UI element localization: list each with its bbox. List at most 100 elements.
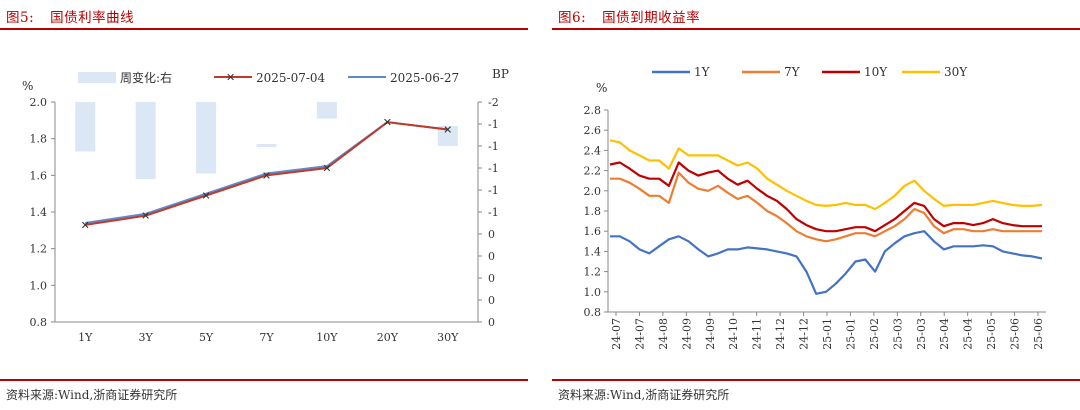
right-chart-y-tick-label: 1.8 [584,205,602,218]
right-chart-y-tick-label: 1.6 [584,225,602,238]
right-y-tick-label: 0 [488,272,495,285]
right-chart-y-tick-label: 1.2 [584,266,602,279]
right-chart-x-tick-label: 24-07 [633,318,646,350]
figure-5-title: 图5: 国债利率曲线 [6,6,134,26]
right-chart-y-tick-label: 2.0 [584,185,602,198]
right-chart-y-tick-label: 0.8 [584,306,602,319]
figure-5-panel: 图5: 国债利率曲线 ✕ ✕ ✕ ✕ ✕ ✕ ✕ 0.8 1.0 1.2 1.4 1.6 1.8 2.0 -… [0,0,528,410]
x-tick-label: 10Y [316,331,338,344]
right-chart-x-tick-label: 25-01 [821,318,834,350]
right-y-tick-label: -1 [488,118,499,131]
legend-bar-label: 周变化:右 [120,70,172,85]
figure-6-source: 资料来源:Wind,浙商证券研究所 [558,388,730,402]
left-y-tick-label: 2.0 [30,96,48,109]
right-chart-x-tick-label: 24-11 [751,318,764,350]
yield-line-7Y [610,171,1042,243]
left-y-tick-label: 0.8 [30,316,48,329]
right-chart-x-tick-label: 24-12 [798,318,811,350]
right-chart-x-tick-label: 24-08 [657,318,670,350]
legend-line1-marker: ✕ [226,71,235,84]
right-y-tick-label: 0 [488,316,495,329]
right-chart-x-tick-label: 25-06 [1009,318,1022,350]
right-chart-x-tick-label: 25-05 [985,318,998,350]
x-tick-label: 30Y [437,331,459,344]
legend-bar-swatch [78,72,116,83]
right-y-tick-label: -2 [488,96,499,109]
right-y-tick-label: -1 [488,184,499,197]
curve-point-marker: ✕ [141,210,150,223]
yield-line-10Y [609,161,1042,233]
curve-point-marker: ✕ [443,124,452,137]
figure-5-number: 图5: [6,10,35,26]
left-y-tick-label: 1.6 [30,169,48,182]
weekly-change-bar [135,102,156,179]
right-chart-x-tick-label: 24-12 [774,318,787,350]
yield-curve-chart: ✕ ✕ ✕ ✕ ✕ ✕ ✕ 0.8 1.0 1.2 1.4 1.6 1.8 2.0 -2 -1 -1 -1 -1 -… [22,67,509,344]
x-tick-label: 5Y [199,331,214,344]
x-tick-label: 3Y [139,331,154,344]
weekly-change-bar [437,126,458,146]
x-tick-label: 7Y [259,331,274,344]
legend-label-7Y: 7Y [784,65,801,79]
legend-line2-label: 2025-06-27 [390,71,459,85]
x-tick-label: 1Y [78,331,93,344]
yield-line-1Y [610,230,1043,295]
treasury-yield-chart: 0.8 1.0 1.2 1.4 1.6 1.8 2.0 2.2 2.4 2.6 2.8 24-07 24… [584,65,1046,350]
figure-6-bottom-rule [552,379,1080,381]
right-chart-y-tick-label: 2.8 [584,104,602,117]
x-tick-label: 20Y [377,331,399,344]
right-chart-x-tick-label: 25-01 [844,318,857,350]
left-y-unit: % [22,79,33,93]
figure-6-title-text: 国债到期收益率 [602,10,701,26]
yield-line-30Y [609,139,1043,211]
right-y-unit: BP [492,67,509,81]
right-chart-y-unit: % [596,81,607,95]
left-y-tick-label: 1.8 [30,133,48,146]
left-y-tick-label: 1.0 [30,279,48,292]
legend-label-30Y: 30Y [944,65,968,79]
weekly-change-bar [316,102,337,119]
right-chart-x-tick-label: 24-10 [727,318,740,350]
figure-5-source: 资料来源:Wind,浙商证券研究所 [6,388,178,402]
left-y-tick-label: 1.2 [30,243,48,256]
left-y-tick-label: 1.4 [30,206,48,219]
legend-label-1Y: 1Y [694,65,711,79]
figure-5-top-rule [0,28,528,30]
weekly-change-bar [196,102,217,174]
right-chart-y-tick-label: 2.2 [584,165,602,178]
right-chart-x-tick-label: 25-02 [868,318,881,350]
figure-6-panel: 图6: 国债到期收益率 0.8 1.0 1.2 1.4 1.6 1.8 2.0 2.2 2.4 2.… [552,0,1080,410]
right-chart-y-tick-label: 2.4 [584,144,602,157]
right-chart-x-tick-label: 25-04 [938,318,951,350]
curve-point-marker: ✕ [383,116,392,129]
curve-line-2025-07-04 [85,121,448,226]
right-chart-x-tick-label: 24-09 [680,318,693,350]
legend-line1-label: 2025-07-04 [256,71,326,85]
curve-point-marker: ✕ [81,219,90,232]
right-y-tick-label: -1 [488,162,499,175]
legend-label-10Y: 10Y [864,65,888,79]
curve-point-marker: ✕ [322,162,331,175]
curve-point-marker: ✕ [262,169,271,182]
right-y-tick-label: 0 [488,250,495,263]
right-y-tick-label: -1 [488,206,499,219]
weekly-change-bar [75,102,96,152]
figure-6-top-rule [552,28,1080,30]
right-chart-x-tick-label: 25-03 [891,318,904,350]
weekly-change-bar [256,144,277,147]
right-y-tick-label: -1 [488,140,499,153]
right-chart-y-tick-label: 1.4 [584,245,602,258]
right-y-tick-label: 0 [488,228,495,241]
right-chart-x-tick-label: 25-06 [1032,318,1045,350]
right-chart-y-tick-label: 2.6 [584,124,602,137]
right-chart-y-tick-label: 1.0 [584,286,602,299]
figure-6-title: 图6: 国债到期收益率 [558,6,700,26]
right-chart-x-tick-label: 24-09 [704,318,717,350]
right-chart-x-tick-label: 25-04 [962,318,975,350]
right-y-tick-label: 0 [488,294,495,307]
figure-5-bottom-rule [0,379,528,381]
figure-6-number: 图6: [558,10,587,26]
curve-point-marker: ✕ [201,190,210,203]
right-chart-x-tick-label: 24-07 [610,318,623,350]
right-chart-x-tick-label: 25-03 [915,318,928,350]
